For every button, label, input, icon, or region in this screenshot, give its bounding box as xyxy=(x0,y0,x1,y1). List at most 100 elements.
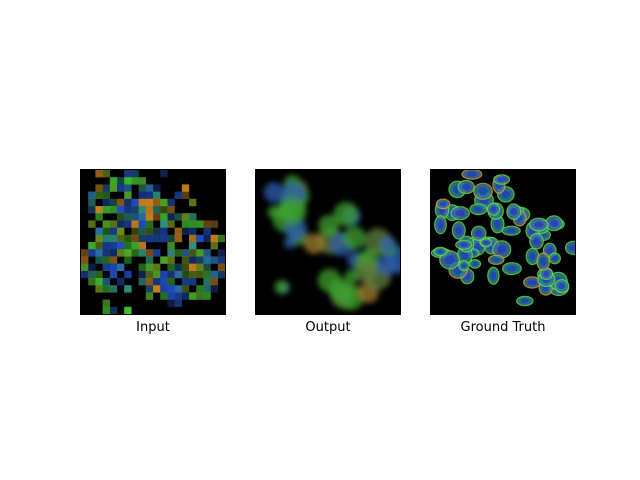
cell-nucleus xyxy=(494,220,500,229)
pixel-block xyxy=(211,271,218,278)
pixel-block xyxy=(110,271,117,278)
cell-blob xyxy=(377,254,398,275)
cell-nucleus xyxy=(478,187,487,195)
pixel-block xyxy=(139,228,146,235)
cell-nucleus xyxy=(456,226,462,235)
pixel-block xyxy=(153,278,160,285)
pixel-block xyxy=(146,292,153,299)
pixel-block xyxy=(153,199,160,206)
pixel-block xyxy=(103,278,110,285)
blurred-cell-image xyxy=(256,170,400,314)
pixel-block xyxy=(88,192,95,199)
pixel-block xyxy=(160,271,167,278)
cell-nucleus xyxy=(456,210,465,216)
pixel-block xyxy=(189,242,196,249)
pixel-block xyxy=(110,220,117,227)
pixel-block xyxy=(175,285,182,292)
pixel-block xyxy=(203,285,210,292)
pixel-block xyxy=(124,307,131,314)
cell-nucleus xyxy=(475,230,482,237)
pixel-block xyxy=(110,206,117,213)
pixel-block xyxy=(88,264,95,271)
pixel-block xyxy=(117,199,124,206)
pixel-block xyxy=(167,206,174,213)
pixel-block xyxy=(203,292,210,299)
pixel-block xyxy=(189,292,196,299)
pixel-block xyxy=(110,228,117,235)
pixel-block xyxy=(124,235,131,242)
cell-nucleus xyxy=(497,245,506,254)
cell-nucleus xyxy=(472,262,477,266)
cell-blob xyxy=(279,197,306,224)
pixel-block xyxy=(160,213,167,220)
pixel-block xyxy=(153,206,160,213)
pixel-block xyxy=(160,278,167,285)
pixel-block xyxy=(167,292,174,299)
output-image xyxy=(255,169,401,315)
pixel-block xyxy=(175,228,182,235)
pixel-block xyxy=(146,256,153,263)
pixel-block xyxy=(103,307,110,314)
cell-nucleus xyxy=(467,172,477,177)
pixelated-cell-image xyxy=(81,170,225,314)
pixel-block xyxy=(131,170,138,177)
output-panel: Output xyxy=(255,169,401,336)
cell-nucleus xyxy=(540,257,546,266)
pixel-block xyxy=(81,271,88,278)
pixel-block xyxy=(182,192,189,199)
pixel-block xyxy=(124,242,131,249)
pixel-block xyxy=(182,278,189,285)
pixel-block xyxy=(95,271,102,278)
cell-nucleus xyxy=(492,258,500,263)
output-caption: Output xyxy=(255,320,401,336)
cell-nucleus xyxy=(507,228,516,233)
pixel-block xyxy=(153,249,160,256)
pixel-block xyxy=(117,184,124,191)
pixel-block xyxy=(189,278,196,285)
pixel-block xyxy=(211,285,218,292)
pixel-block xyxy=(146,220,153,227)
pixel-block xyxy=(117,220,124,227)
pixel-block xyxy=(189,220,196,227)
pixel-block xyxy=(139,206,146,213)
pixel-block xyxy=(124,184,131,191)
pixel-block xyxy=(95,192,102,199)
cell-blob xyxy=(264,182,284,202)
pixel-block xyxy=(167,264,174,271)
pixel-block xyxy=(182,220,189,227)
pixel-block xyxy=(218,235,225,242)
pixel-block xyxy=(110,249,117,256)
pixel-block xyxy=(110,199,117,206)
cell-nucleus xyxy=(550,220,558,227)
cell-nucleus xyxy=(461,263,466,268)
pixel-block xyxy=(218,271,225,278)
pixel-block xyxy=(196,285,203,292)
ground-truth-caption: Ground Truth xyxy=(430,320,576,336)
pixel-block xyxy=(81,256,88,263)
pixel-block xyxy=(160,199,167,206)
pixel-block xyxy=(211,235,218,242)
pixel-block xyxy=(189,199,196,206)
pixel-block xyxy=(110,242,117,249)
pixel-block xyxy=(131,228,138,235)
pixel-block xyxy=(203,264,210,271)
pixel-block xyxy=(95,256,102,263)
pixel-block xyxy=(146,192,153,199)
pixel-block xyxy=(117,206,124,213)
cell-nucleus xyxy=(438,220,444,229)
pixel-block xyxy=(153,235,160,242)
pixel-block xyxy=(196,271,203,278)
pixel-block xyxy=(167,256,174,263)
pixel-block xyxy=(175,292,182,299)
pixel-block xyxy=(110,184,117,191)
pixel-block xyxy=(153,285,160,292)
pixel-block xyxy=(95,184,102,191)
pixel-block xyxy=(189,249,196,256)
pixel-block xyxy=(182,271,189,278)
input-panel: Input xyxy=(80,169,226,336)
pixel-block xyxy=(153,264,160,271)
pixel-block xyxy=(182,285,189,292)
cell-blob xyxy=(304,233,325,254)
cell-nucleus xyxy=(529,252,535,260)
pixel-block xyxy=(81,249,88,256)
